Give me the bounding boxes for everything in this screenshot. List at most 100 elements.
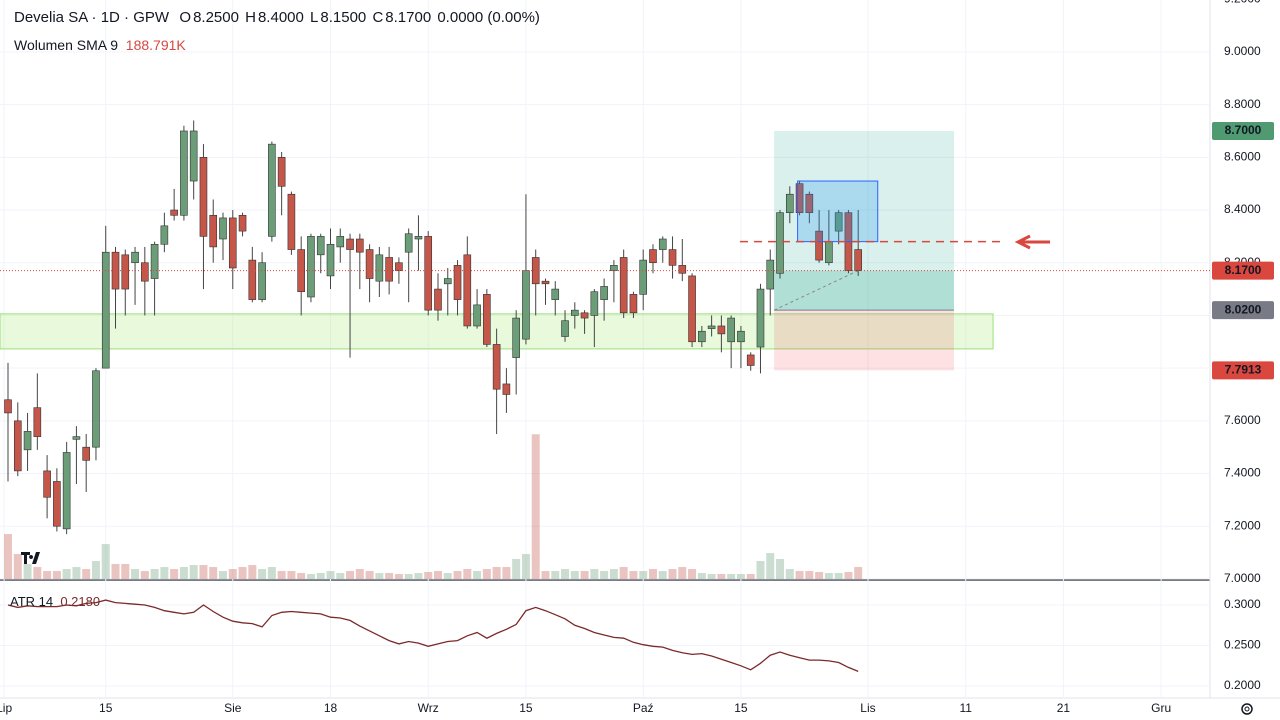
volume-bar [648, 569, 657, 579]
settings-icon[interactable] [1241, 703, 1253, 715]
candle-body [649, 249, 657, 264]
volume-bar [385, 573, 394, 579]
volume-bar [473, 571, 482, 579]
price-label: 8.0200 [1225, 302, 1262, 316]
candle-body [483, 294, 491, 345]
volume-bar [609, 569, 618, 579]
volume-bar [443, 573, 452, 579]
arrow [1014, 234, 1050, 250]
candle-body [121, 254, 130, 290]
volume-bar [756, 561, 765, 579]
candle-body [131, 251, 139, 264]
volume-bar [629, 571, 638, 579]
volume-bar [277, 571, 286, 579]
volume-bar [815, 572, 824, 579]
volume-bar [82, 569, 91, 579]
volume-bar [561, 569, 570, 579]
candle-body [453, 265, 462, 300]
volume-bar [531, 434, 540, 579]
volume-bar [619, 567, 628, 579]
candle-body [805, 193, 814, 213]
candle-body [287, 193, 296, 250]
candle-body [717, 325, 726, 335]
volume-bar [600, 571, 609, 579]
candle-body [160, 225, 169, 245]
candle-body [639, 259, 648, 295]
volume-bar [805, 571, 814, 579]
candle-body [522, 270, 530, 340]
volume-bar [824, 573, 833, 579]
volume-bar [795, 571, 804, 579]
y-tick-label: 7.4000 [1224, 466, 1261, 480]
candle-body [766, 259, 775, 290]
candle-body [629, 294, 638, 314]
volume-bar [639, 571, 648, 579]
atr-line [7, 599, 859, 673]
volume-bar [463, 569, 472, 579]
candle-body [707, 325, 716, 329]
volume-bar [668, 569, 677, 579]
candle-body [238, 214, 247, 232]
candle-body [53, 481, 61, 527]
volume-bar [854, 567, 863, 579]
candle-body [141, 262, 149, 282]
volume-bar [658, 571, 667, 579]
y-tick-label: 0.2500 [1224, 638, 1261, 652]
candle-body [580, 312, 589, 319]
volume-bar [707, 574, 716, 579]
candle-body [248, 259, 257, 300]
candle-body [492, 344, 501, 390]
candle-body [33, 407, 42, 437]
volume-value: 188.791K [125, 37, 186, 53]
candle-body [746, 354, 755, 366]
tv-logo [19, 548, 49, 568]
candle-body [277, 157, 286, 187]
y-tick-label: 7.0000 [1224, 571, 1261, 585]
change: 0.0000 (0.00%) [437, 9, 540, 26]
volume-bar [570, 571, 579, 579]
volume-bar [678, 567, 687, 579]
volume-bar [150, 569, 159, 579]
candle-body [404, 233, 413, 253]
y-tick-label: 8.8000 [1224, 97, 1261, 111]
candle-body [346, 238, 354, 250]
volume-bar [580, 571, 589, 579]
candle-body [727, 317, 735, 343]
price-label-bg [1212, 261, 1274, 280]
volume-bar [219, 571, 228, 579]
volume-bar [717, 574, 726, 579]
volume-bar [551, 571, 560, 579]
volume-bar [346, 571, 355, 579]
x-tick-label: 11 [959, 701, 972, 715]
x-tick-label: Sie [224, 701, 242, 715]
volume-bar [13, 554, 22, 579]
candle-body [815, 230, 823, 261]
x-tick-label: Paź [633, 701, 654, 715]
candle-body [4, 399, 12, 414]
candle-body [776, 212, 784, 274]
candle-body [600, 286, 608, 300]
volume-bar [131, 569, 140, 579]
candle-body [737, 330, 745, 343]
volume-bar [844, 572, 853, 579]
volume-bar [394, 574, 403, 579]
candle-body [101, 251, 110, 369]
volume-bar [43, 571, 52, 579]
candle-body [395, 262, 403, 271]
y-tick-label: 0.2000 [1224, 678, 1261, 692]
volume-bar [785, 569, 794, 579]
volume-bar [512, 559, 521, 579]
volume-bar [453, 571, 462, 579]
open-profit [774, 270, 954, 311]
y-tick-label: 9.2000 [1224, 0, 1261, 5]
candle-body [13, 420, 22, 472]
volume-bar [23, 564, 32, 579]
candle-body [698, 330, 706, 343]
candle-body [785, 193, 794, 213]
volume-bar [238, 567, 247, 579]
volume-bar [336, 573, 345, 579]
price-label-bg [1212, 121, 1274, 140]
candle-body [434, 288, 442, 311]
